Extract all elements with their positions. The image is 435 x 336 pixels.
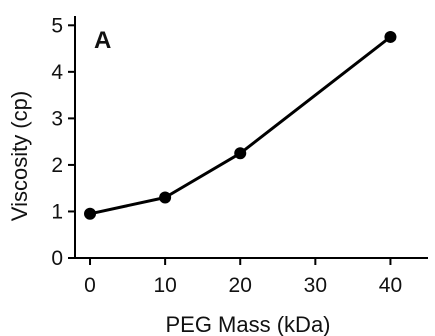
x-tick-label: 40 — [379, 274, 402, 297]
x-tick-label: 0 — [84, 274, 96, 297]
y-tick-label: 1 — [51, 200, 63, 223]
y-tick-label: 5 — [51, 14, 63, 37]
y-tick-label: 0 — [51, 247, 63, 270]
data-point — [84, 207, 97, 220]
x-tick-label: 20 — [229, 274, 252, 297]
series-layer — [84, 30, 397, 220]
data-point — [234, 147, 247, 160]
axes — [74, 16, 428, 259]
x-tick-label: 30 — [304, 274, 327, 297]
data-point — [159, 191, 172, 204]
y-tick-label: 3 — [51, 107, 63, 130]
y-axis-ticks: 0 1 2 3 4 5 — [51, 14, 75, 270]
data-point — [384, 30, 397, 43]
panel-label: A — [94, 27, 111, 54]
y-axis-title: Viscosity (cp) — [7, 91, 32, 221]
x-axis-ticks: 0 10 20 30 40 — [84, 258, 402, 297]
y-tick-label: 4 — [51, 61, 63, 84]
x-axis-title: PEG Mass (kDa) — [165, 312, 330, 336]
x-tick-label: 10 — [153, 274, 176, 297]
y-tick-label: 2 — [51, 154, 63, 177]
series-line — [89, 35, 392, 216]
